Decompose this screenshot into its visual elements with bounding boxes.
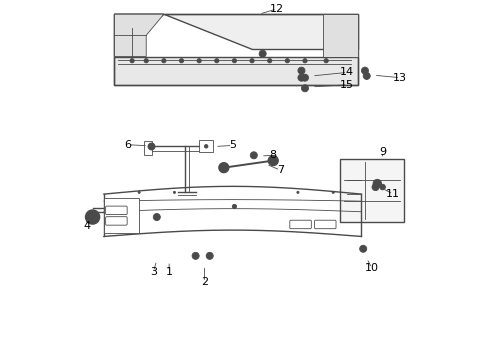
- Circle shape: [362, 67, 368, 74]
- Circle shape: [173, 191, 175, 193]
- Circle shape: [298, 67, 305, 74]
- Circle shape: [380, 184, 386, 190]
- Text: 14: 14: [340, 67, 354, 77]
- Text: 10: 10: [365, 263, 379, 273]
- Text: 11: 11: [386, 189, 400, 199]
- Circle shape: [360, 245, 367, 252]
- Circle shape: [153, 213, 160, 221]
- Text: 4: 4: [83, 221, 91, 231]
- Circle shape: [232, 204, 237, 208]
- Circle shape: [179, 59, 184, 63]
- Circle shape: [250, 152, 257, 159]
- Circle shape: [215, 59, 219, 63]
- Text: 15: 15: [341, 80, 354, 90]
- Circle shape: [269, 156, 278, 166]
- Circle shape: [297, 191, 299, 193]
- Polygon shape: [322, 14, 358, 57]
- FancyBboxPatch shape: [106, 206, 127, 215]
- Bar: [145, 141, 152, 155]
- Circle shape: [138, 191, 140, 193]
- Circle shape: [144, 59, 148, 63]
- Circle shape: [130, 59, 134, 63]
- Circle shape: [268, 59, 272, 63]
- Circle shape: [324, 59, 328, 63]
- Circle shape: [162, 59, 166, 63]
- Text: 8: 8: [270, 150, 277, 160]
- Bar: [199, 140, 213, 153]
- Circle shape: [204, 145, 208, 148]
- Circle shape: [373, 179, 382, 188]
- Circle shape: [192, 252, 199, 259]
- Circle shape: [89, 213, 96, 221]
- Circle shape: [372, 184, 379, 190]
- FancyBboxPatch shape: [106, 217, 127, 225]
- Text: 7: 7: [277, 165, 284, 175]
- Circle shape: [232, 59, 237, 63]
- Polygon shape: [340, 159, 404, 222]
- Circle shape: [219, 163, 229, 172]
- Text: 13: 13: [393, 73, 407, 83]
- Bar: [104, 198, 139, 233]
- Text: 6: 6: [124, 140, 131, 150]
- Circle shape: [86, 210, 99, 224]
- Polygon shape: [164, 14, 358, 49]
- Circle shape: [303, 59, 307, 63]
- Polygon shape: [115, 57, 358, 85]
- Text: 3: 3: [150, 267, 157, 277]
- Text: 1: 1: [166, 267, 172, 277]
- Text: 5: 5: [229, 140, 236, 150]
- FancyBboxPatch shape: [290, 220, 311, 229]
- Circle shape: [148, 143, 155, 150]
- Circle shape: [363, 72, 370, 80]
- Circle shape: [301, 74, 309, 81]
- Text: 9: 9: [379, 147, 386, 157]
- Polygon shape: [115, 14, 164, 57]
- Circle shape: [250, 59, 254, 63]
- Text: 12: 12: [270, 4, 284, 14]
- Circle shape: [301, 85, 309, 92]
- Circle shape: [332, 191, 334, 193]
- Circle shape: [298, 74, 305, 81]
- Circle shape: [285, 59, 290, 63]
- Circle shape: [197, 59, 201, 63]
- Circle shape: [206, 252, 213, 259]
- FancyBboxPatch shape: [315, 220, 336, 229]
- Circle shape: [259, 50, 266, 57]
- Polygon shape: [115, 14, 164, 57]
- Text: 2: 2: [201, 277, 208, 287]
